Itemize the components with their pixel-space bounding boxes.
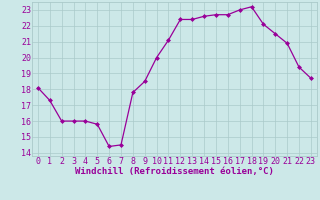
X-axis label: Windchill (Refroidissement éolien,°C): Windchill (Refroidissement éolien,°C): [75, 167, 274, 176]
